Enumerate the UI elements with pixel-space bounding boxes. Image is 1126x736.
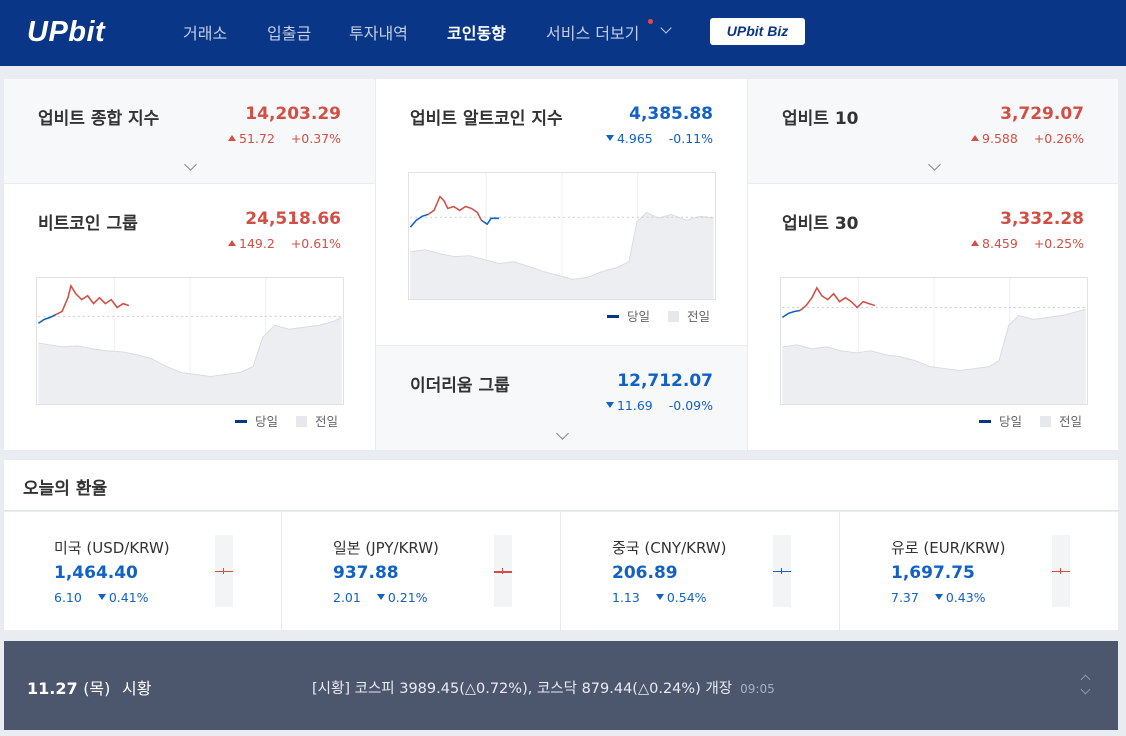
index-change: 11.69 -0.09%: [605, 398, 713, 413]
index-card-btc-group[interactable]: 비트코인 그룹 24,518.66 149.2 +0.61% 당일 전일: [4, 184, 375, 450]
up-triangle-icon: [971, 240, 980, 246]
down-triangle-icon: [934, 594, 943, 600]
nav-deposit-withdraw[interactable]: 입출금: [267, 24, 312, 43]
nav-more-services[interactable]: 서비스 더보기: [546, 24, 640, 43]
up-triangle-icon: [971, 135, 980, 141]
index-name: 비트코인 그룹: [38, 214, 138, 234]
btc-group-chart: [36, 277, 344, 405]
down-triangle-icon: [97, 594, 106, 600]
down-triangle-icon: [376, 594, 385, 600]
index-name: 업비트 10: [782, 109, 859, 129]
fx-change: 1.13 0.54%: [612, 590, 707, 605]
yesterday-legend-icon: [296, 416, 308, 427]
fx-value: 1,697.75: [891, 563, 975, 583]
fx-change: 6.10 0.41%: [54, 590, 149, 605]
index-card-ubmi10[interactable]: 업비트 10 3,729.07 9.588 +0.26%: [748, 79, 1118, 183]
yesterday-legend-icon: [1040, 416, 1052, 427]
fx-change: 2.01 0.21%: [333, 590, 428, 605]
fx-name: 중국 (CNY/KRW): [612, 539, 727, 557]
chevron-down-icon[interactable]: [660, 22, 672, 34]
ticker-date: 11.27 (목): [27, 679, 111, 698]
upbit-biz-button[interactable]: UPbit Biz: [710, 18, 805, 45]
today-legend-icon: [979, 420, 991, 423]
today-legend-icon: [235, 420, 247, 423]
fx-item-eur[interactable]: 유로 (EUR/KRW) 1,697.75 7.37 0.43%: [841, 512, 1119, 630]
chart-legend: 당일 전일: [607, 306, 710, 325]
fx-sparkline: [215, 535, 233, 607]
index-card-altcoin[interactable]: 업비트 알트코인 지수 4,385.88 4.965 -0.11% 당일 전일: [376, 79, 747, 345]
index-change: 8.459 +0.25%: [971, 236, 1084, 251]
upbit-logo[interactable]: UPbit: [27, 16, 106, 48]
yesterday-area: [38, 317, 342, 404]
chart-legend: 당일 전일: [979, 411, 1082, 430]
index-card-eth-group[interactable]: 이더리움 그룹 12,712.07 11.69 -0.09%: [376, 346, 747, 450]
nav-coin-trends[interactable]: 코인동향: [447, 24, 506, 43]
index-name: 업비트 종합 지수: [38, 109, 160, 129]
exchange-rate-header: 오늘의 환율: [4, 460, 1118, 511]
fx-name: 일본 (JPY/KRW): [333, 539, 439, 557]
top-header: UPbit 거래소 입출금 투자내역 코인동향 서비스 더보기 UPbit Bi…: [0, 0, 1126, 66]
notification-dot-icon: [648, 19, 653, 24]
fx-value: 1,464.40: [54, 563, 138, 583]
down-triangle-icon: [655, 594, 664, 600]
fx-value: 937.88: [333, 563, 399, 583]
fx-name: 미국 (USD/KRW): [54, 539, 170, 557]
fx-name: 유로 (EUR/KRW): [891, 539, 1006, 557]
index-card-ubmi30[interactable]: 업비트 30 3,332.28 8.459 +0.25% 당일 전일: [748, 184, 1118, 450]
index-change: 149.2 +0.61%: [228, 236, 341, 251]
yesterday-legend-icon: [668, 311, 680, 322]
today-line-red: [55, 283, 130, 316]
index-value: 14,203.29: [245, 104, 341, 124]
ticker-label: 시황: [122, 679, 152, 698]
ticker-scroll-arrows[interactable]: [1080, 673, 1092, 699]
chart-legend: 당일 전일: [235, 411, 338, 430]
index-value: 12,712.07: [617, 371, 713, 391]
index-name: 업비트 30: [782, 214, 859, 234]
index-card-composite[interactable]: 업비트 종합 지수 14,203.29 51.72 +0.37%: [4, 79, 375, 183]
index-name: 이더리움 그룹: [410, 376, 510, 396]
expand-chevron-icon[interactable]: [184, 158, 197, 171]
fx-item-jpy[interactable]: 일본 (JPY/KRW) 937.88 2.01 0.21%: [283, 512, 561, 630]
today-line-blue: [37, 313, 57, 324]
expand-chevron-icon[interactable]: [928, 158, 941, 171]
index-value: 4,385.88: [629, 104, 713, 124]
fx-change: 7.37 0.43%: [891, 590, 986, 605]
index-name: 업비트 알트코인 지수: [410, 109, 563, 129]
today-legend-icon: [607, 315, 619, 318]
index-value: 3,332.28: [1000, 209, 1084, 229]
ticker-headline[interactable]: [시황] 코스피 3989.45(△0.72%), 코스닥 879.44(△0.…: [312, 681, 775, 697]
nav-investments[interactable]: 투자내역: [349, 24, 408, 43]
index-change: 4.965 -0.11%: [605, 131, 713, 146]
fx-item-usd[interactable]: 미국 (USD/KRW) 1,464.40 6.10 0.41%: [4, 512, 282, 630]
fx-item-cny[interactable]: 중국 (CNY/KRW) 206.89 1.13 0.54%: [562, 512, 840, 630]
index-value: 3,729.07: [1000, 104, 1084, 124]
chevron-down-icon[interactable]: [1080, 684, 1091, 695]
index-change: 51.72 +0.37%: [228, 131, 341, 146]
fx-sparkline: [773, 535, 791, 607]
exchange-rate-list: 미국 (USD/KRW) 1,464.40 6.10 0.41% 일본 (JPY/…: [4, 512, 1118, 630]
ticker-time: 09:05: [740, 682, 775, 696]
fx-sparkline: [494, 535, 512, 607]
down-triangle-icon: [605, 402, 614, 408]
fx-sparkline: [1052, 535, 1070, 607]
up-triangle-icon: [228, 240, 237, 246]
up-triangle-icon: [228, 135, 237, 141]
expand-chevron-icon[interactable]: [556, 427, 569, 440]
exchange-rate-title: 오늘의 환율: [23, 479, 108, 499]
altcoin-chart: [408, 172, 716, 300]
nav-exchange[interactable]: 거래소: [183, 24, 228, 43]
fx-value: 206.89: [612, 563, 678, 583]
index-change: 9.588 +0.26%: [971, 131, 1084, 146]
index-value: 24,518.66: [245, 209, 341, 229]
market-news-ticker: 11.27 (목) 시황 [시황] 코스피 3989.45(△0.72%), 코…: [4, 641, 1118, 730]
chevron-up-icon[interactable]: [1080, 674, 1091, 685]
down-triangle-icon: [605, 135, 614, 141]
ubmi30-chart: [780, 277, 1088, 405]
